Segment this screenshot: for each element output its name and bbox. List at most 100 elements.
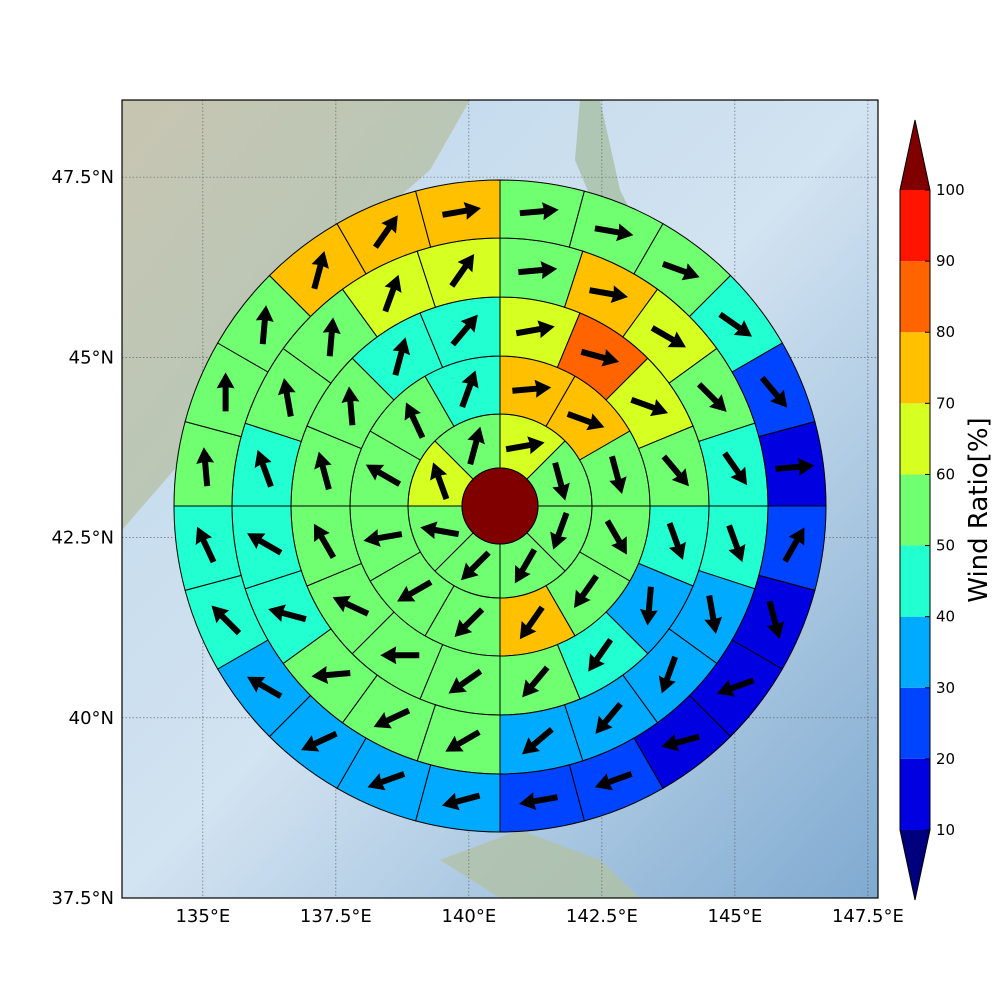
wind-arrow	[594, 771, 633, 791]
wind-arrow	[519, 792, 558, 811]
wind-arrow	[448, 668, 483, 694]
wind-arrow	[574, 574, 599, 608]
wind-arrow	[382, 274, 402, 313]
colorbar-tick-label: 100	[936, 181, 965, 199]
wind-arrow	[630, 396, 669, 417]
wind-arrow	[247, 533, 283, 556]
colorbar-tick-label: 90	[936, 252, 955, 270]
wind-arrow	[255, 305, 274, 345]
wind-arrow	[372, 215, 398, 249]
y-tick-label: 37.5°N	[51, 888, 114, 909]
colorbar-tick-label: 80	[936, 323, 955, 341]
wind-arrow	[313, 523, 337, 559]
wind-arrow	[658, 655, 678, 694]
wind-arrow	[726, 524, 746, 563]
wind-arrow	[759, 375, 788, 408]
colorbar-tick-label: 10	[936, 821, 955, 839]
x-tick-label: 135°E	[175, 906, 230, 927]
colorbar-tick-label: 20	[936, 750, 955, 768]
wind-arrow	[639, 586, 658, 626]
colorbar-tick-label: 40	[936, 608, 955, 626]
wind-arrow	[550, 511, 570, 550]
wind-arrow	[277, 378, 296, 417]
wind-arrow	[195, 526, 217, 564]
wind-arrow	[595, 702, 623, 734]
y-tick-label: 40°N	[69, 708, 114, 729]
colorbar-segment	[900, 758, 930, 830]
y-tick-label: 45°N	[69, 347, 114, 368]
wind-arrow	[521, 727, 554, 755]
wind-arrow	[766, 600, 785, 639]
land	[440, 830, 640, 898]
x-tick-label: 140°E	[442, 906, 497, 927]
wind-arrow	[365, 464, 402, 487]
wind-arrow	[311, 666, 351, 684]
wind-arrow	[332, 595, 370, 617]
wind-arrow	[450, 314, 478, 347]
colorbar-segment	[900, 545, 930, 617]
wind-arrow	[580, 348, 620, 367]
colorbar-tick-label: 30	[936, 679, 955, 697]
wind-arrow	[392, 337, 411, 376]
wind-arrow	[661, 733, 700, 752]
wind-arrow	[514, 548, 537, 584]
wind-arrow	[460, 550, 491, 581]
wind-arrow	[380, 646, 420, 665]
wind-arrow	[373, 707, 411, 729]
wind-arrow	[322, 317, 341, 357]
wind-arrow	[247, 676, 283, 699]
wind-arrow	[467, 426, 485, 466]
wind-arrow	[775, 457, 815, 476]
colorbar-segment	[900, 261, 930, 333]
x-tick-label: 137.5°E	[300, 906, 372, 927]
wind-arrow	[301, 730, 338, 752]
map-frame	[121, 99, 879, 899]
wind-arrow	[661, 454, 689, 487]
colorbar-tick-label: 50	[936, 537, 955, 555]
wind-arrow	[363, 529, 403, 547]
wind-arrow	[609, 455, 627, 495]
x-tick-label: 145°E	[708, 906, 763, 927]
colorbar-tick-label: 70	[936, 394, 955, 412]
wind-arrow	[722, 451, 748, 486]
wind-arrow	[268, 604, 307, 623]
wind-arrow	[216, 372, 235, 412]
colorbar-segment	[900, 332, 930, 404]
colorbar-segment	[900, 616, 930, 688]
wind-arrow	[449, 254, 475, 288]
wind-arrow	[704, 595, 723, 634]
wind-arrow	[588, 637, 614, 672]
colorbar-segment	[900, 190, 930, 262]
colorbar-extend-top	[900, 120, 930, 190]
wind-arrow	[314, 451, 332, 491]
wind-arrow	[661, 261, 700, 281]
center-disk	[461, 467, 539, 545]
wind-arrow	[211, 605, 242, 636]
wind-arrow	[196, 447, 215, 487]
colorbar-extend-bottom	[900, 830, 930, 900]
wind-arrow	[459, 370, 479, 409]
wind-arrow	[311, 251, 329, 290]
wind-arrow	[254, 449, 274, 488]
sector	[758, 421, 827, 507]
colorbar-segment	[900, 403, 930, 475]
wind-arrow	[716, 677, 755, 697]
x-tick-label: 142.5°E	[566, 906, 638, 927]
x-tick-label: 147.5°E	[832, 906, 904, 927]
wind-arrow	[589, 285, 628, 304]
wind-arrow	[367, 771, 406, 791]
wind-arrow	[420, 521, 460, 540]
wind-arrow	[341, 386, 360, 426]
wind-arrow	[512, 379, 552, 398]
wind-arrow	[782, 527, 805, 563]
wind-arrow	[604, 519, 627, 555]
colorbar-segment	[900, 687, 930, 759]
wind-arrow	[515, 320, 555, 339]
wind-arrow	[552, 461, 570, 501]
wind-arrow	[519, 202, 559, 221]
wind-arrow	[718, 311, 753, 337]
wind-arrow	[696, 382, 727, 412]
y-tick-label: 42.5°N	[51, 528, 114, 549]
wind-arrow	[518, 261, 558, 280]
